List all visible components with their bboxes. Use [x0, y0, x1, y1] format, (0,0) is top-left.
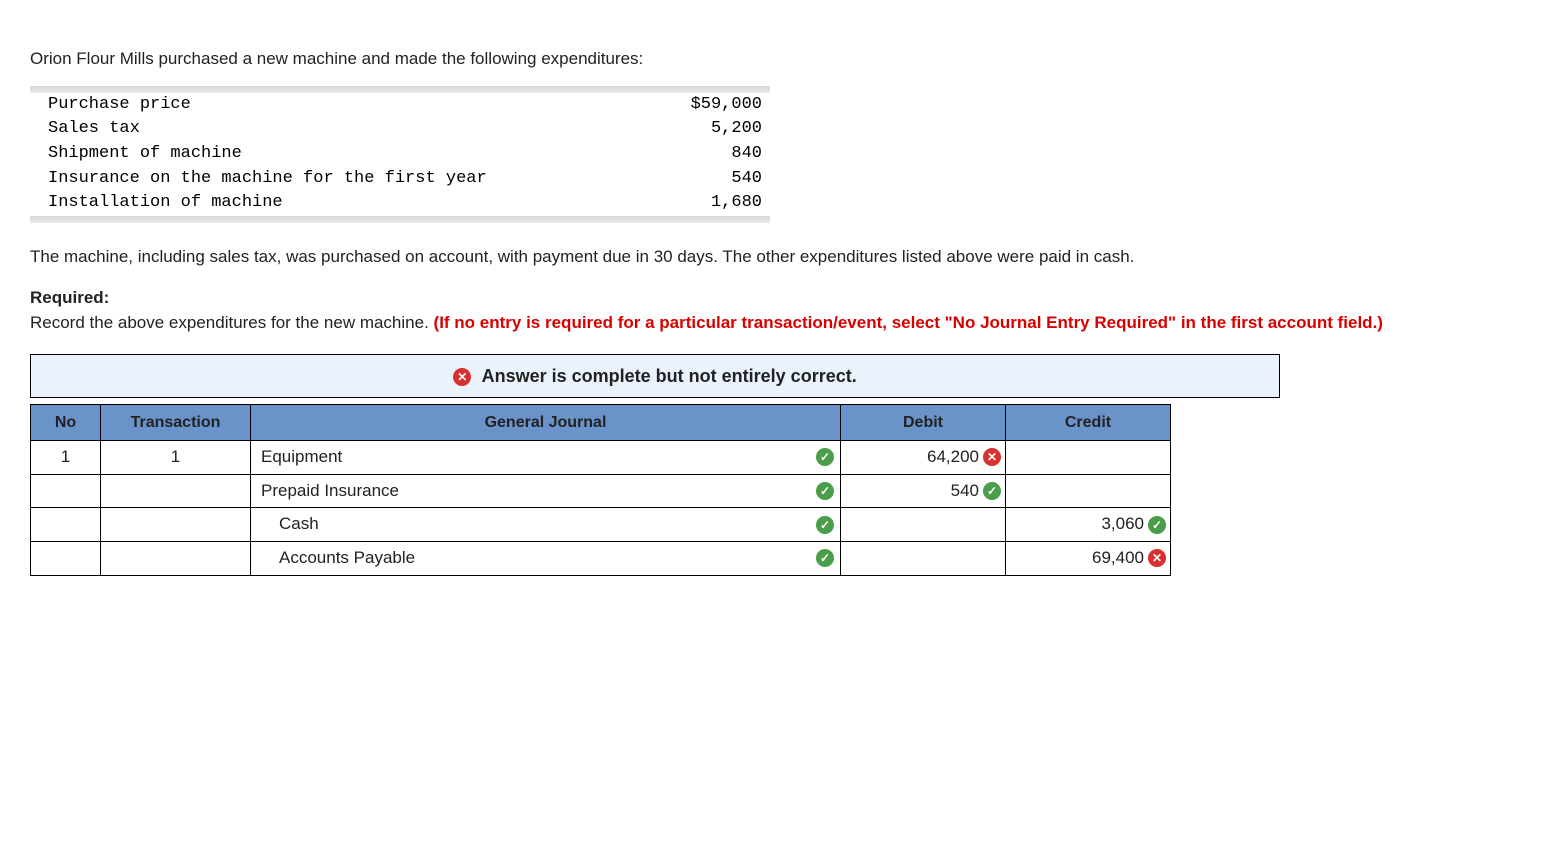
- cross-icon: ✕: [1148, 549, 1166, 567]
- table-top-bar: [30, 86, 770, 93]
- journal-row: 11 Equipment ✓ 64,200✕: [31, 441, 1171, 475]
- problem-intro: Orion Flour Mills purchased a new machin…: [30, 47, 1521, 72]
- col-header-debit: Debit: [841, 404, 1006, 440]
- credit-value: 3,060: [1101, 512, 1144, 537]
- cell-debit[interactable]: 64,200✕: [841, 441, 1006, 475]
- cell-credit[interactable]: 3,060✓: [1006, 508, 1171, 542]
- expenditures-table: Purchase price$59,000Sales tax5,200Shipm…: [30, 86, 770, 223]
- cell-no: 1: [31, 441, 101, 475]
- expenditure-row: Sales tax5,200: [30, 117, 770, 142]
- account-name: Prepaid Insurance: [261, 479, 399, 504]
- cell-no: [31, 508, 101, 542]
- expenditure-value: 840: [657, 142, 770, 167]
- expenditure-row: Insurance on the machine for the first y…: [30, 167, 770, 192]
- account-name: Accounts Payable: [279, 546, 415, 571]
- check-icon: ✓: [1148, 516, 1166, 534]
- expenditure-label: Insurance on the machine for the first y…: [30, 167, 657, 192]
- expenditure-label: Installation of machine: [30, 191, 657, 216]
- cell-credit[interactable]: [1006, 441, 1171, 475]
- cross-icon: ✕: [983, 448, 1001, 466]
- cell-debit[interactable]: [841, 541, 1006, 575]
- required-note: (If no entry is required for a particula…: [434, 313, 1383, 332]
- expenditure-label: Sales tax: [30, 117, 657, 142]
- col-header-transaction: Transaction: [101, 404, 251, 440]
- expenditure-value: 5,200: [657, 117, 770, 142]
- feedback-text: Answer is complete but not entirely corr…: [482, 366, 857, 386]
- expenditure-row: Purchase price$59,000: [30, 93, 770, 118]
- journal-row: Prepaid Insurance✓540✓: [31, 474, 1171, 508]
- answer-container: ✕ Answer is complete but not entirely co…: [30, 354, 1280, 576]
- col-header-credit: Credit: [1006, 404, 1171, 440]
- debit-value: 540: [951, 479, 979, 504]
- cell-credit[interactable]: 69,400✕: [1006, 541, 1171, 575]
- journal-row: Cash✓3,060✓: [31, 508, 1171, 542]
- expenditure-row: Shipment of machine840: [30, 142, 770, 167]
- required-text: Record the above expenditures for the ne…: [30, 313, 434, 332]
- cell-transaction: [101, 474, 251, 508]
- required-label: Required:: [30, 288, 109, 307]
- expenditure-value: $59,000: [657, 93, 770, 118]
- feedback-status-icon: ✕: [453, 368, 471, 386]
- cell-account[interactable]: Accounts Payable ✓: [251, 541, 841, 575]
- expenditure-value: 540: [657, 167, 770, 192]
- cell-transaction: [101, 508, 251, 542]
- col-header-no: No: [31, 404, 101, 440]
- check-icon: ✓: [816, 549, 834, 567]
- cell-transaction: 1: [101, 441, 251, 475]
- col-header-general-journal: General Journal: [251, 404, 841, 440]
- expenditure-value: 1,680: [657, 191, 770, 216]
- check-icon: ✓: [816, 448, 834, 466]
- cell-account[interactable]: Equipment ✓: [251, 441, 841, 475]
- account-name: Cash: [279, 512, 319, 537]
- journal-table: No Transaction General Journal Debit Cre…: [30, 404, 1171, 576]
- feedback-banner: ✕ Answer is complete but not entirely co…: [30, 354, 1280, 398]
- journal-row: Accounts Payable ✓ 69,400✕: [31, 541, 1171, 575]
- expenditure-row: Installation of machine1,680: [30, 191, 770, 216]
- check-icon: ✓: [816, 516, 834, 534]
- cell-debit[interactable]: [841, 508, 1006, 542]
- problem-narrative: The machine, including sales tax, was pu…: [30, 245, 1521, 270]
- check-icon: ✓: [816, 482, 834, 500]
- cell-no: [31, 474, 101, 508]
- expenditure-label: Shipment of machine: [30, 142, 657, 167]
- table-bottom-bar: [30, 216, 770, 223]
- cell-account[interactable]: Cash ✓: [251, 508, 841, 542]
- cell-transaction: [101, 541, 251, 575]
- expenditure-label: Purchase price: [30, 93, 657, 118]
- account-name: Equipment: [261, 445, 342, 470]
- debit-value: 64,200: [927, 445, 979, 470]
- check-icon: ✓: [983, 482, 1001, 500]
- cell-debit[interactable]: 540✓: [841, 474, 1006, 508]
- journal-header-row: No Transaction General Journal Debit Cre…: [31, 404, 1171, 440]
- cell-account[interactable]: Prepaid Insurance ✓: [251, 474, 841, 508]
- cell-credit[interactable]: [1006, 474, 1171, 508]
- credit-value: 69,400: [1092, 546, 1144, 571]
- cell-no: [31, 541, 101, 575]
